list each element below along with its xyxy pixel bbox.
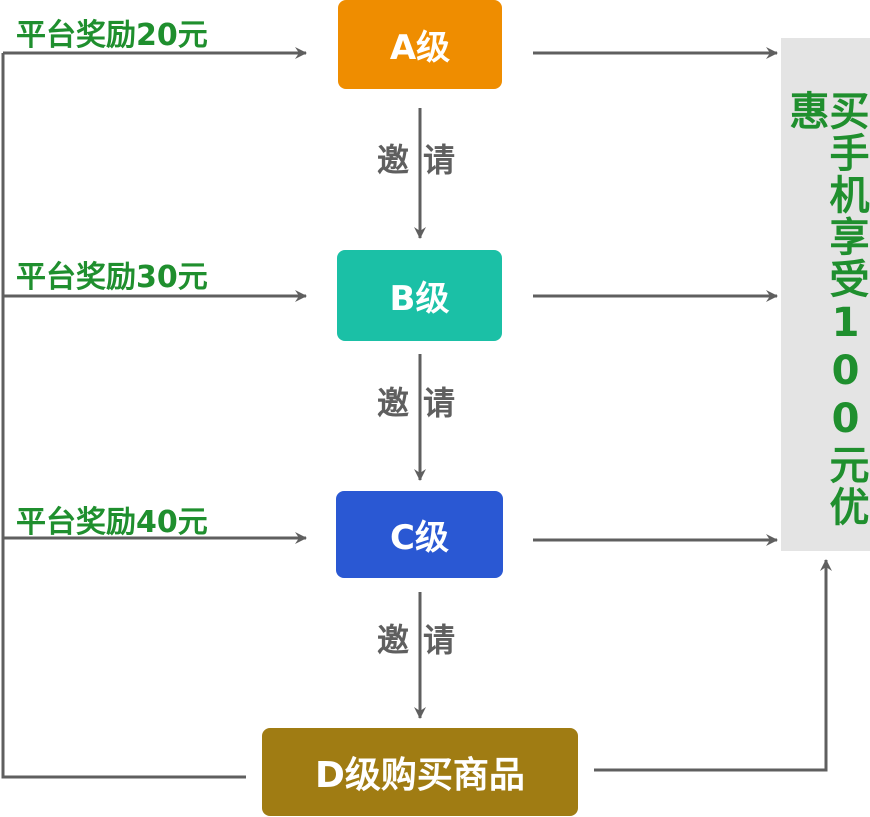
invite-label-b-c: 邀请 (377, 384, 470, 422)
level-c-box: C级 (336, 491, 503, 578)
level-d-label: D级购买商品 (315, 755, 525, 796)
reward-label-c: 平台奖励40元 (16, 505, 208, 540)
left-trunk-line (1, 53, 246, 779)
benefit-arrow-d (594, 559, 832, 772)
level-a-box: A级 (338, 0, 502, 89)
level-a-label: A级 (389, 28, 451, 68)
invite-label-c-d: 邀请 (377, 621, 470, 659)
reward-label-a: 平台奖励20元 (16, 18, 208, 53)
level-b-label: B级 (389, 279, 450, 319)
level-d-box: D级购买商品 (262, 728, 578, 816)
level-c-label: C级 (390, 518, 449, 558)
level-b-box: B级 (337, 250, 502, 341)
reward-label-b: 平台奖励30元 (16, 260, 208, 295)
benefit-panel: 买手机享受100元优惠 (781, 38, 870, 551)
benefit-text: 买手机享受100元优惠 (782, 90, 869, 528)
invite-label-a-b: 邀请 (377, 141, 470, 179)
